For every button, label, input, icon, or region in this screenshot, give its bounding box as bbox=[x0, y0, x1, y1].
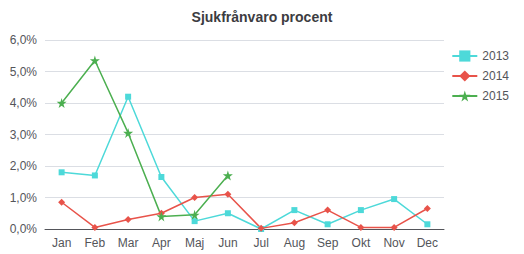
svg-text:0,0%: 0,0% bbox=[10, 222, 38, 236]
svg-text:Apr: Apr bbox=[152, 236, 171, 250]
svg-text:2014: 2014 bbox=[482, 69, 509, 83]
svg-text:1,0%: 1,0% bbox=[10, 191, 38, 205]
svg-text:Sep: Sep bbox=[317, 236, 339, 250]
svg-text:Mar: Mar bbox=[118, 236, 139, 250]
svg-text:6,0%: 6,0% bbox=[10, 33, 38, 47]
svg-text:Sjukfrånvaro procent: Sjukfrånvaro procent bbox=[192, 9, 333, 25]
svg-text:Maj: Maj bbox=[185, 236, 204, 250]
svg-text:3,0%: 3,0% bbox=[10, 128, 38, 142]
svg-text:Jul: Jul bbox=[253, 236, 268, 250]
svg-text:2,0%: 2,0% bbox=[10, 159, 38, 173]
svg-text:Feb: Feb bbox=[85, 236, 106, 250]
svg-text:2013: 2013 bbox=[482, 49, 509, 63]
svg-text:Dec: Dec bbox=[417, 236, 438, 250]
svg-text:5,0%: 5,0% bbox=[10, 65, 38, 79]
svg-text:2015: 2015 bbox=[482, 89, 509, 103]
svg-text:4,0%: 4,0% bbox=[10, 96, 38, 110]
svg-text:Aug: Aug bbox=[284, 236, 305, 250]
svg-text:Jun: Jun bbox=[218, 236, 237, 250]
svg-text:Nov: Nov bbox=[383, 236, 404, 250]
svg-text:Jan: Jan bbox=[52, 236, 71, 250]
svg-text:Okt: Okt bbox=[352, 236, 371, 250]
